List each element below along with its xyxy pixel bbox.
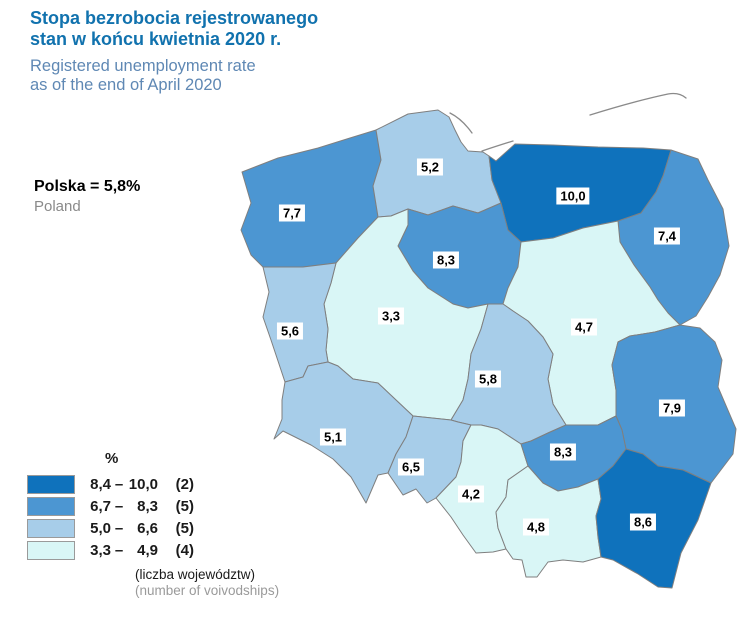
country-average-note: Polska = 5,8% Poland <box>34 177 140 216</box>
legend-count-2: (5) <box>175 520 194 537</box>
legend-swatch-2 <box>27 519 75 538</box>
value-label-zachodniopomorskie: 7,7 <box>278 204 306 222</box>
value-label-lodzkie: 5,8 <box>474 370 502 388</box>
value-label-podlaskie: 7,4 <box>653 227 681 245</box>
legend-row-1: 6,7–8,3 (5) <box>27 497 279 516</box>
value-label-slaskie: 4,2 <box>457 485 485 503</box>
value-label-lubelskie: 7,9 <box>658 399 686 417</box>
value-label-wielkopolskie: 3,3 <box>377 307 405 325</box>
legend-range-1: 6,7–8,3 <box>90 498 158 515</box>
hel-peninsula-line <box>449 112 473 134</box>
kaliningrad-coast-line <box>589 92 687 116</box>
value-label-podkarpackie: 8,6 <box>629 513 657 531</box>
value-label-opolskie: 6,5 <box>397 458 425 476</box>
legend-notes: (liczba województw) (number of voivodshi… <box>135 567 279 599</box>
vistula-spit-line <box>481 140 514 152</box>
legend-row-2: 5,0–6,6 (5) <box>27 519 279 538</box>
legend-row-3: 3,3–4,9 (4) <box>27 541 279 560</box>
legend-note-en: (number of voivodships) <box>135 583 280 598</box>
legend: % 8,4–10,0 (2) 6,7–8,3 (5) 5,0–6,6 (5) 3,3–4,9… <box>27 450 279 599</box>
legend-swatch-0 <box>27 475 75 494</box>
value-label-warminsko-mazurskie: 10,0 <box>556 187 590 205</box>
legend-range-0: 8,4–10,0 <box>90 476 158 493</box>
country-average-pl: Polska = 5,8% <box>34 178 141 195</box>
value-label-mazowieckie: 4,7 <box>570 318 598 336</box>
legend-row-0: 8,4–10,0 (2) <box>27 475 279 494</box>
title-polish: Stopa bezrobocia rejestrowanego stan w k… <box>30 8 319 49</box>
legend-swatch-1 <box>27 497 75 516</box>
legend-rows: 8,4–10,0 (2) 6,7–8,3 (5) 5,0–6,6 (5) 3,3–4,9 (4… <box>27 475 279 560</box>
legend-count-1: (5) <box>175 498 194 515</box>
legend-unit-label: % <box>105 450 119 467</box>
value-label-malopolskie: 4,8 <box>522 518 550 536</box>
value-label-lubuskie: 5,6 <box>276 322 304 340</box>
legend-range-2: 5,0–6,6 <box>90 520 158 537</box>
country-average-en: Poland <box>34 198 81 215</box>
value-label-swietokrzyskie: 8,3 <box>549 443 577 461</box>
legend-count-3: (4) <box>175 542 194 559</box>
value-label-dolnoslaskie: 5,1 <box>319 428 347 446</box>
legend-range-3: 3,3–4,9 <box>90 542 158 559</box>
legend-count-0: (2) <box>175 476 194 493</box>
figure-header: Stopa bezrobocia rejestrowanego stan w k… <box>30 8 318 95</box>
legend-swatch-3 <box>27 541 75 560</box>
title-english: Registered unemployment rate as of the e… <box>30 57 256 94</box>
value-label-kujawsko-pomorskie: 8,3 <box>432 251 460 269</box>
legend-note-pl: (liczba województw) <box>135 567 256 582</box>
value-label-pomorskie: 5,2 <box>416 158 444 176</box>
